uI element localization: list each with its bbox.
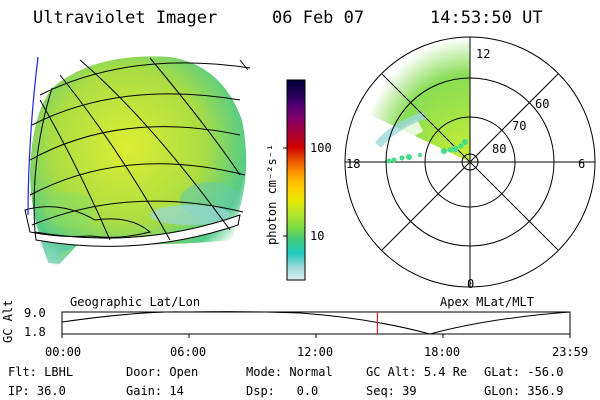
- mlt-spokes: [345, 37, 595, 287]
- altitude-plot: [61, 311, 571, 338]
- status-gain: Gain: 14: [126, 384, 184, 398]
- status-glon: GLon: 356.9: [484, 384, 564, 398]
- earth-disk-image: [24, 56, 251, 272]
- aurora-spots: [386, 139, 468, 164]
- meridian-line: [27, 56, 39, 216]
- altitude-tick-high: 9.0: [24, 306, 46, 320]
- time-tick-1: 06:00: [170, 345, 207, 359]
- lat-label-80: 80: [492, 142, 507, 156]
- status-ip: IP: 36.0: [8, 384, 66, 398]
- mlt-label-12: 12: [476, 47, 491, 61]
- left-panel-label: Geographic Lat/Lon: [70, 295, 201, 309]
- lat-label-70: 70: [512, 119, 527, 133]
- right-panel-label: Apex MLat/MLT: [440, 295, 534, 309]
- colorbar: [283, 79, 306, 281]
- altitude-tick-low: 1.8: [24, 325, 46, 339]
- altitude-curve: [61, 311, 571, 335]
- polar-plot: [344, 36, 596, 288]
- time-label: 14:53:50 UT: [430, 8, 543, 28]
- mlt-label-6: 6: [578, 157, 586, 171]
- time-tick-0: 00:00: [45, 345, 82, 359]
- date-label: 06 Feb 07: [272, 8, 365, 28]
- geographic-grid: [29, 57, 251, 241]
- aurora-oval-fill: [360, 37, 470, 162]
- status-seq: Seq: 39: [366, 384, 417, 398]
- time-tick-3: 18:00: [424, 345, 461, 359]
- instrument-title: Ultraviolet Imager: [33, 8, 218, 28]
- colorbar-unit: photon cm⁻²s⁻¹: [265, 143, 279, 245]
- colorbar-tick-100: 100: [310, 141, 332, 155]
- time-tick-4: 23:59: [552, 345, 589, 359]
- status-glat: GLat: -56.0: [484, 365, 564, 379]
- status-door: Door: Open: [126, 365, 199, 379]
- coastline: [24, 206, 152, 238]
- status-filter: Flt: LBHL: [8, 365, 74, 379]
- status-mode: Mode: Normal: [246, 365, 333, 379]
- mlt-label-18: 18: [346, 157, 361, 171]
- lat-label-60: 60: [535, 97, 550, 111]
- status-dsp: Dsp: 0.0: [246, 384, 319, 398]
- mlt-label-0: 0: [467, 277, 475, 291]
- colorbar-tick-10: 10: [310, 229, 325, 243]
- time-tick-2: 12:00: [297, 345, 334, 359]
- status-gc-alt: GC Alt: 5.4 Re: [366, 365, 468, 379]
- x-ticks: [61, 334, 571, 338]
- altitude-axis-title: GC Alt: [1, 299, 15, 343]
